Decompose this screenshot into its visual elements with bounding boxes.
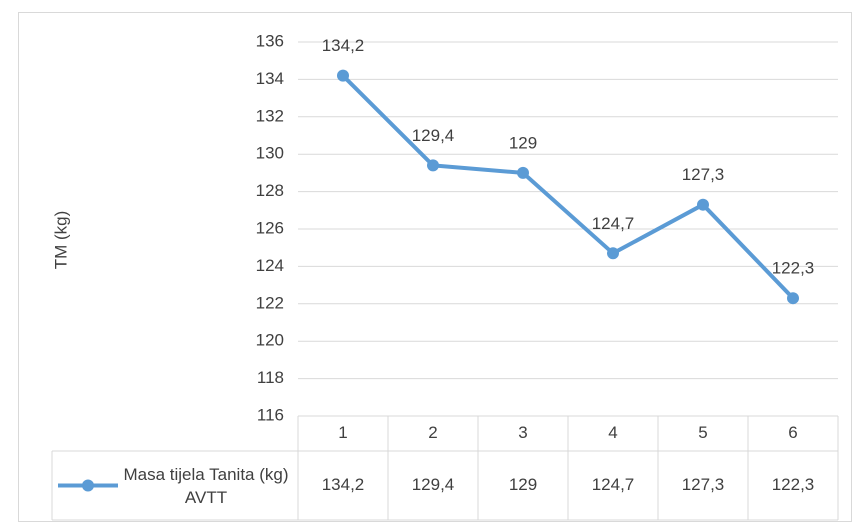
- table-value: 129,4: [412, 475, 455, 494]
- y-tick-label: 126: [256, 218, 284, 237]
- y-tick-label: 134: [256, 69, 284, 88]
- chart-frame: [18, 12, 852, 522]
- legend-label: Masa tijela Tanita (kg) AVTT: [123, 464, 289, 507]
- table-value: 124,7: [592, 475, 635, 494]
- y-tick-label: 122: [256, 293, 284, 312]
- y-tick-label: 130: [256, 144, 284, 163]
- data-point: [607, 247, 619, 260]
- x-tick-label: 1: [338, 423, 347, 442]
- x-tick-label: 2: [428, 423, 437, 442]
- y-tick-label: 124: [256, 256, 284, 275]
- y-tick-label: 120: [256, 331, 284, 350]
- legend-key-marker: [82, 479, 94, 492]
- table-value: 134,2: [322, 475, 365, 494]
- y-tick-label: 136: [256, 31, 284, 50]
- x-tick-label: 6: [788, 423, 797, 442]
- legend-box: Masa tijela Tanita (kg) AVTT: [118, 451, 294, 520]
- data-point: [337, 69, 349, 82]
- data-label: 129,4: [412, 126, 455, 145]
- data-label: 129: [509, 133, 537, 152]
- data-label: 122,3: [772, 259, 815, 278]
- data-point: [517, 166, 529, 179]
- data-point: [787, 292, 799, 305]
- y-tick-label: 132: [256, 106, 284, 125]
- legend-cell: Masa tijela Tanita (kg) AVTT: [118, 451, 294, 520]
- y-axis-label: TM (kg): [51, 211, 70, 270]
- data-label: 127,3: [682, 165, 725, 184]
- series-line: [341, 74, 795, 300]
- table-value: 127,3: [682, 475, 725, 494]
- x-tick-label: 5: [698, 423, 707, 442]
- data-point: [427, 159, 439, 172]
- y-tick-label: 128: [256, 181, 284, 200]
- x-tick-label: 4: [608, 423, 617, 442]
- data-label: 124,7: [592, 214, 635, 233]
- table-value: 129: [509, 475, 537, 494]
- y-tick-label: 118: [257, 368, 284, 387]
- data-point: [697, 198, 709, 211]
- y-tick-label: 116: [257, 405, 284, 424]
- x-tick-label: 3: [518, 423, 527, 442]
- data-label: 134,2: [322, 36, 365, 55]
- table-value: 122,3: [772, 475, 815, 494]
